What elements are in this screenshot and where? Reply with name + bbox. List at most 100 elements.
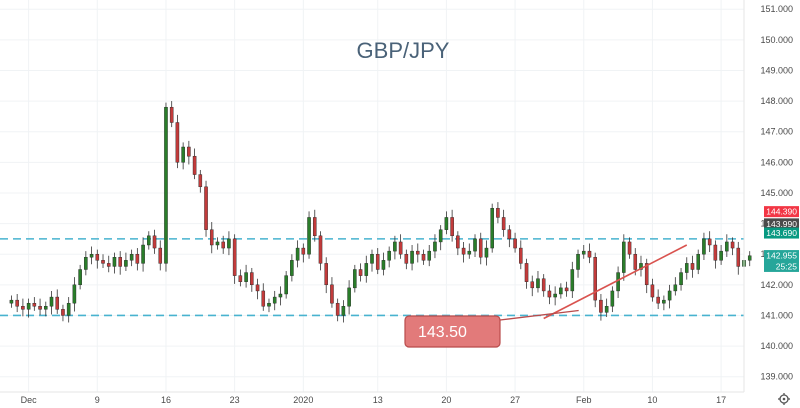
candle-body	[622, 241, 626, 273]
candle-body	[124, 260, 128, 267]
x-axis: Dec 9 16 23 2020 13 20 27 Feb 10 17	[0, 391, 744, 405]
candle-body	[456, 235, 460, 249]
candle-body	[26, 302, 31, 310]
candle-body	[169, 106, 174, 123]
candle-body	[55, 296, 60, 310]
candle-body	[393, 241, 397, 252]
callout-text: 143.50	[418, 324, 467, 341]
candle-body	[616, 272, 620, 292]
x-tick-label: 2020	[293, 395, 313, 405]
candle-body	[581, 250, 586, 255]
trendline-group	[499, 244, 688, 321]
price-tag-label: 25:25	[776, 261, 798, 271]
candle-body	[278, 293, 283, 298]
candle-body	[44, 306, 48, 310]
candle-body	[433, 241, 437, 252]
candle-body	[564, 287, 569, 292]
trendline	[543, 244, 688, 320]
candle-body	[198, 174, 203, 188]
price-tag: 143.990	[764, 218, 799, 230]
candle-body	[501, 217, 506, 230]
candle-body	[496, 208, 500, 218]
candle-body	[341, 306, 346, 316]
candle-body	[404, 253, 409, 264]
y-tick-label: 140.000	[760, 341, 793, 351]
candle-body	[639, 263, 643, 270]
candle-body	[524, 263, 529, 282]
candle-body	[232, 238, 237, 276]
candle-body	[696, 253, 700, 270]
settings-gear-icon[interactable]	[778, 393, 790, 405]
candle-body	[416, 250, 420, 255]
candle-body	[209, 229, 214, 246]
candle-body	[507, 229, 512, 240]
candle-body	[484, 247, 489, 258]
price-tag-bg	[764, 218, 799, 230]
candle-body	[576, 253, 580, 270]
candle-body	[118, 257, 122, 267]
candle-body	[135, 253, 140, 264]
candle-body	[215, 241, 220, 246]
y-tick-label: 148.000	[760, 96, 793, 106]
candle-body	[610, 290, 615, 307]
candle-body	[95, 253, 100, 261]
candle-body	[541, 278, 546, 292]
candle-body	[330, 284, 334, 304]
candle-body	[204, 186, 208, 230]
candle-body	[301, 247, 306, 255]
candle-body	[599, 299, 603, 313]
candle-body	[381, 260, 386, 270]
candle-body	[519, 247, 523, 264]
price-tag: 142.955	[764, 250, 799, 262]
candle-body	[290, 260, 294, 276]
candle-body	[627, 241, 632, 255]
candle-body	[375, 253, 380, 270]
candle-body	[21, 306, 25, 310]
callout-pointer	[499, 309, 579, 321]
x-tick-label: 20	[441, 395, 451, 405]
x-tick-label: Dec	[21, 395, 38, 405]
x-tick-label: 17	[716, 395, 726, 405]
candle-body	[690, 263, 695, 270]
chart-title: GBP/JPY	[357, 38, 450, 63]
y-tick-label: 141.000	[760, 310, 793, 320]
candle-body	[238, 275, 243, 282]
candle-body	[387, 250, 391, 261]
candle-body	[181, 146, 185, 163]
price-tag-bg	[764, 206, 799, 218]
candle-body	[730, 241, 735, 249]
y-tick-label: 146.000	[760, 157, 793, 167]
y-tick-label: 139.000	[760, 372, 793, 382]
candle-body	[244, 272, 248, 282]
candle-body	[473, 238, 477, 252]
candle-body	[707, 238, 712, 246]
candle-body	[662, 299, 666, 304]
y-tick-label: 151.000	[760, 4, 793, 14]
candle-body	[192, 155, 197, 175]
candle-body	[250, 272, 254, 286]
candle-body	[444, 217, 449, 230]
price-tag-label: 142.955	[766, 251, 797, 261]
candle-body	[15, 299, 19, 307]
candle-body	[478, 238, 483, 258]
y-tick-label: 147.000	[760, 127, 793, 137]
candle-body	[513, 238, 517, 249]
price-tag-bg	[764, 260, 799, 272]
candle-body	[227, 238, 231, 249]
horizontal-levels	[0, 238, 744, 317]
x-tick-label: Feb	[576, 395, 592, 405]
price-tag-bg	[764, 250, 799, 262]
candle-body	[49, 296, 54, 307]
y-tick-label: 142.000	[760, 280, 793, 290]
y-axis: 151.000 150.000 149.000 148.000 147.000 146.0…	[743, 0, 793, 392]
candle-body	[32, 302, 37, 307]
candle-body	[267, 302, 271, 307]
candle-body	[106, 263, 111, 267]
candle-body	[129, 253, 134, 261]
candle-body	[736, 247, 741, 267]
candle-body	[335, 302, 340, 316]
candle-body	[66, 302, 71, 316]
x-tick-label: 23	[230, 395, 240, 405]
price-tag: 25:25	[764, 260, 799, 272]
candle-body	[175, 122, 180, 163]
